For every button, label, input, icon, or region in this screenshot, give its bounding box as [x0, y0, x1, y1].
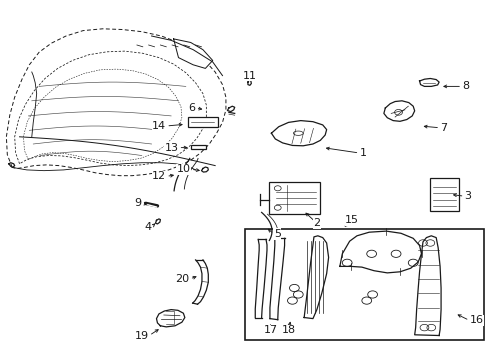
Text: 19: 19 [135, 330, 149, 341]
Text: 6: 6 [188, 103, 195, 113]
Bar [245, 229, 483, 340]
Bar [429, 178, 458, 211]
Text: 2: 2 [313, 218, 320, 228]
Text: 9: 9 [134, 198, 142, 208]
Text: 10: 10 [176, 164, 190, 174]
Text: 7: 7 [439, 123, 447, 133]
Text: 16: 16 [468, 315, 483, 325]
Text: 4: 4 [144, 222, 151, 232]
Text: 5: 5 [273, 229, 280, 239]
Text: 13: 13 [164, 143, 178, 153]
Bar [188, 117, 217, 127]
Text: 18: 18 [281, 325, 295, 336]
Text: 20: 20 [175, 274, 189, 284]
Bar [268, 182, 320, 214]
Text: 15: 15 [345, 215, 358, 225]
Text: 17: 17 [263, 325, 277, 336]
Text: 12: 12 [152, 171, 166, 181]
Text: 11: 11 [242, 71, 256, 81]
Text: 1: 1 [359, 148, 366, 158]
Text: 8: 8 [461, 81, 468, 91]
Bar [190, 145, 206, 149]
Text: 3: 3 [464, 191, 470, 201]
Polygon shape [173, 39, 212, 68]
Text: 14: 14 [152, 121, 166, 131]
